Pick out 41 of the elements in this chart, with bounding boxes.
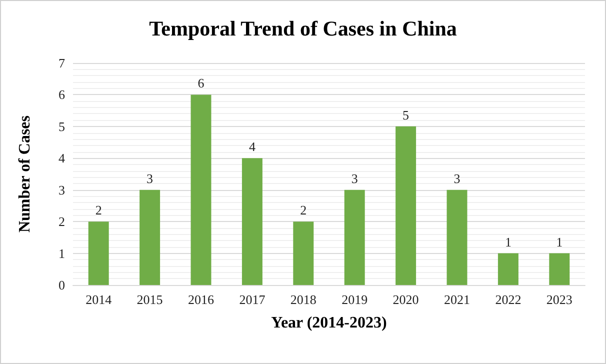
data-label: 2 [300,202,307,218]
y-tick-label: 6 [58,87,66,102]
x-tick-label: 2015 [136,292,163,307]
data-label: 4 [248,139,256,154]
y-tick-label: 7 [58,56,66,70]
bar [242,158,262,285]
y-tick-label: 0 [58,278,65,292]
x-tick-label: 2022 [495,292,522,307]
bar [88,222,109,285]
y-tick-label: 3 [58,182,65,198]
data-label: 2 [95,202,102,218]
chart-title: Temporal Trend of Cases in China [149,16,458,40]
data-label: 5 [402,107,410,122]
bar [190,94,212,285]
data-label: 3 [454,170,460,186]
x-tick-label: 2019 [342,292,368,307]
x-tick-label: 2017 [239,292,266,307]
x-tick-label: 2021 [444,292,470,307]
bar [396,126,416,285]
bar [549,253,570,285]
bar [446,190,468,285]
y-tick-label: 4 [58,150,66,166]
x-tick-label: 2018 [290,292,316,307]
bar [344,190,365,285]
data-label: 1 [556,234,563,250]
y-axis-title: Number of Cases [16,115,34,233]
bar [140,190,160,285]
x-tick-label: 2023 [546,292,572,307]
data-label: 3 [146,170,154,186]
x-tick-label: 2020 [392,292,419,307]
x-tick-label: 2016 [188,292,214,307]
data-label: 1 [504,234,512,250]
bar [293,222,314,285]
data-label: 6 [198,76,205,91]
x-axis-title: Year (2014-2023) [271,314,387,332]
y-tick-label: 1 [58,246,65,261]
data-label: 3 [351,170,358,186]
y-tick-label: 5 [58,118,65,134]
y-tick-label: 2 [58,214,65,230]
x-tick-label: 2014 [86,292,112,307]
bar [498,253,518,285]
